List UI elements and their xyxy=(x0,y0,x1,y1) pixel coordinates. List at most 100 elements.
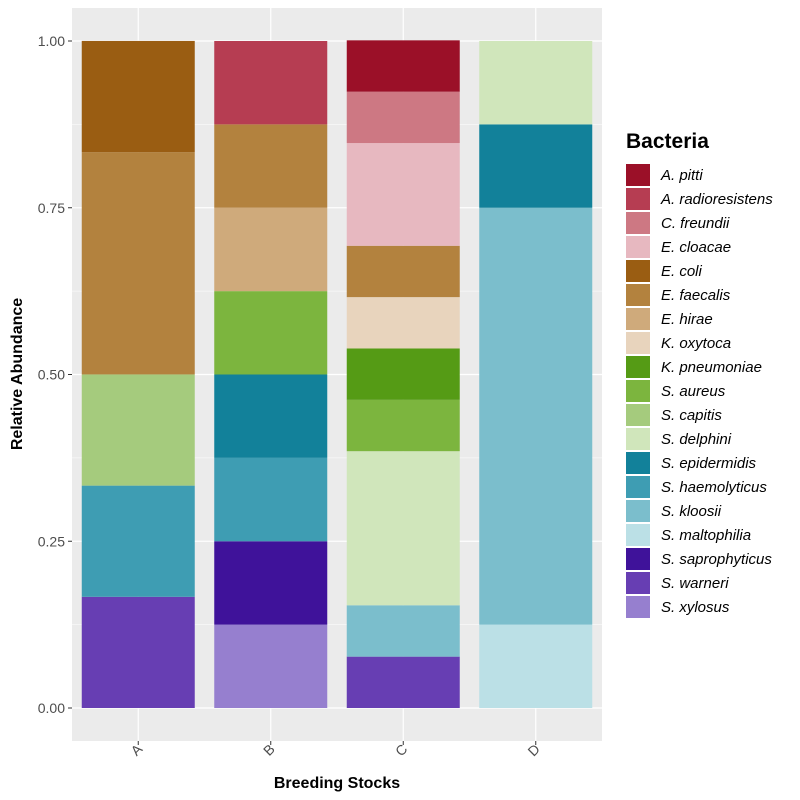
legend-item: S. aureus xyxy=(626,380,726,402)
bar-segment xyxy=(214,541,328,625)
legend-item: S. warneri xyxy=(626,572,729,594)
x-axis-title: Breeding Stocks xyxy=(274,775,400,792)
bar-stack-B xyxy=(214,41,328,708)
legend-item: S. capitis xyxy=(626,404,722,426)
legend-item: C. freundii xyxy=(626,212,730,234)
legend-label: S. epidermidis xyxy=(661,455,757,472)
legend-label: S. capitis xyxy=(661,407,722,424)
legend-label: A. pitti xyxy=(660,167,703,184)
bar-segment xyxy=(81,152,195,375)
legend-item: S. delphini xyxy=(626,428,732,450)
bar-segment xyxy=(214,207,328,292)
bar-segment xyxy=(214,41,328,125)
legend-label: S. xylosus xyxy=(661,599,730,616)
x-tick-label: C xyxy=(392,741,410,759)
legend-item: A. pitti xyxy=(626,164,703,186)
bar-segment xyxy=(214,374,328,458)
y-axis-title: Relative Abundance xyxy=(9,298,26,450)
y-tick-label: 0.25 xyxy=(38,533,65,549)
legend-swatch xyxy=(626,260,650,282)
legend-label: K. pneumoniae xyxy=(661,359,762,376)
y-tick-label: 1.00 xyxy=(38,33,65,49)
legend-swatch xyxy=(626,452,650,474)
x-axis: A B C D xyxy=(127,740,542,759)
bar-segment xyxy=(479,41,593,125)
legend-swatch xyxy=(626,164,650,186)
bar-segment xyxy=(479,207,593,625)
y-axis: 0.00 0.25 0.50 0.75 1.00 xyxy=(38,33,72,716)
bar-segment xyxy=(81,40,195,153)
legend-swatch xyxy=(626,284,650,306)
bar-segment xyxy=(346,40,460,92)
legend-label: E. faecalis xyxy=(661,287,731,304)
legend-label: S. warneri xyxy=(661,575,729,592)
legend-swatch xyxy=(626,572,650,594)
legend-item: E. coli xyxy=(626,260,703,282)
bars xyxy=(81,40,593,708)
legend-swatch xyxy=(626,356,650,378)
legend-item: S. epidermidis xyxy=(626,452,757,474)
y-tick-label: 0.75 xyxy=(38,200,65,216)
legend-label: S. delphini xyxy=(661,431,732,448)
legend-swatch xyxy=(626,428,650,450)
legend-label: S. saprophyticus xyxy=(661,551,772,568)
bar-segment xyxy=(81,596,195,708)
legend-swatch xyxy=(626,332,650,354)
bar-segment xyxy=(346,348,460,400)
legend-item: K. oxytoca xyxy=(626,332,731,354)
legend-swatch xyxy=(626,524,650,546)
legend-label: K. oxytoca xyxy=(661,335,731,352)
legend-item: A. radioresistens xyxy=(626,188,773,210)
legend-label: S. maltophilia xyxy=(661,527,751,544)
legend-label: E. hirae xyxy=(661,311,713,328)
bar-stack-C xyxy=(346,40,460,708)
bar-segment xyxy=(346,656,460,708)
legend-item: E. faecalis xyxy=(626,284,731,306)
bar-segment xyxy=(346,245,460,298)
y-tick-label: 0.50 xyxy=(38,367,65,383)
legend: A. pitti A. radioresistens C. freundii E. c… xyxy=(626,164,773,618)
bar-stack-D xyxy=(479,41,593,708)
legend-swatch xyxy=(626,548,650,570)
legend-label: S. kloosii xyxy=(661,503,722,520)
legend-swatch xyxy=(626,212,650,234)
legend-swatch xyxy=(626,500,650,522)
legend-swatch xyxy=(626,308,650,330)
legend-item: S. xylosus xyxy=(626,596,730,618)
bar-segment xyxy=(81,485,195,597)
legend-label: S. aureus xyxy=(661,383,726,400)
legend-label: C. freundii xyxy=(661,215,730,232)
bar-segment xyxy=(346,605,460,657)
legend-item: S. maltophilia xyxy=(626,524,751,546)
legend-swatch xyxy=(626,476,650,498)
legend-label: E. coli xyxy=(661,263,703,280)
legend-item: E. cloacae xyxy=(626,236,731,258)
bar-stack-A xyxy=(81,40,195,708)
bar-segment xyxy=(214,624,328,708)
legend-swatch xyxy=(626,596,650,618)
x-tick-label: B xyxy=(260,741,278,759)
bar-segment xyxy=(214,124,328,208)
bar-segment xyxy=(346,143,460,246)
legend-swatch xyxy=(626,188,650,210)
legend-item: S. haemolyticus xyxy=(626,476,767,498)
legend-item: K. pneumoniae xyxy=(626,356,762,378)
legend-swatch xyxy=(626,236,650,258)
legend-swatch xyxy=(626,380,650,402)
bar-segment xyxy=(479,124,593,208)
bar-segment xyxy=(214,291,328,375)
legend-label: E. cloacae xyxy=(661,239,731,256)
bar-segment xyxy=(346,399,460,452)
legend-label: A. radioresistens xyxy=(660,191,773,208)
legend-swatch xyxy=(626,404,650,426)
x-tick-label: A xyxy=(127,740,145,758)
bar-segment xyxy=(346,451,460,606)
bar-segment xyxy=(214,457,328,542)
legend-label: S. haemolyticus xyxy=(661,479,767,496)
legend-item: S. kloosii xyxy=(626,500,722,522)
x-tick-label: D xyxy=(524,741,542,759)
bar-segment xyxy=(81,374,195,486)
legend-title: Bacteria xyxy=(626,130,709,153)
y-tick-label: 0.00 xyxy=(38,700,65,716)
